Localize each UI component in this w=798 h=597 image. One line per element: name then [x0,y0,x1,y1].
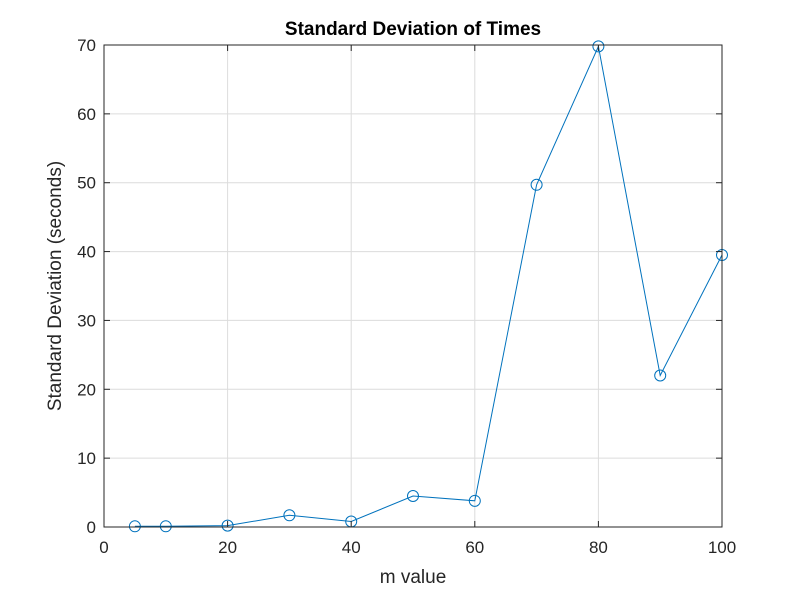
x-axis-label: m value [380,567,447,588]
x-tick-label: 40 [342,538,361,557]
data-point-marker [592,40,605,53]
y-axis-label: Standard Deviation (seconds) [45,161,66,411]
y-tick-label: 70 [77,36,96,55]
x-tick-label: 20 [218,538,237,557]
axes-frame [103,44,723,528]
chart-title: Standard Deviation of Times [285,19,541,40]
data-point-marker [128,520,141,533]
y-tick-label: 50 [77,174,96,193]
data-point-marker [159,520,172,533]
y-tick-label: 30 [77,311,96,330]
x-tick-label: 80 [589,538,608,557]
x-tick-label: 0 [99,538,108,557]
data-point-marker [654,369,667,382]
series-line [134,44,723,527]
y-tick-label: 10 [77,449,96,468]
series-layer [128,40,728,533]
y-tick-label: 0 [87,518,96,537]
data-point-marker [530,178,543,191]
y-tick-label: 60 [77,105,96,124]
data-point-marker [407,490,419,503]
ticks: 0 20 40 60 80 100 0 10 20 30 40 50 60 70 [77,36,736,557]
x-tick-label: 100 [708,538,736,557]
x-tick-label: 60 [465,538,484,557]
data-point-marker [283,509,296,522]
data-point-marker [221,519,234,532]
data-point-marker [468,494,481,507]
y-tick-label: 20 [77,380,96,399]
y-tick-label: 40 [77,243,96,262]
